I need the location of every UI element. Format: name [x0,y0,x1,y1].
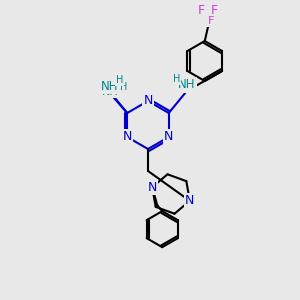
Text: N: N [122,130,132,143]
Text: N: N [148,181,157,194]
Text: H: H [119,82,127,92]
Text: F: F [211,4,218,16]
Text: H: H [173,74,181,84]
Text: F: F [208,16,214,26]
Text: N: N [143,94,153,107]
Text: F: F [198,4,205,17]
Text: N: N [185,194,194,207]
Text: N: N [164,130,173,143]
Text: NH: NH [100,80,118,92]
Text: H: H [116,75,123,85]
Text: NH: NH [178,79,196,92]
Text: NH: NH [102,87,118,97]
